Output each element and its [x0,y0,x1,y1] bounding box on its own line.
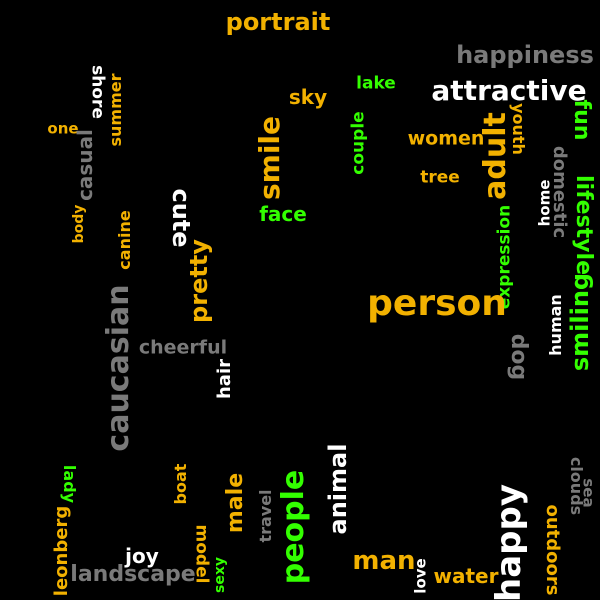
word-love: love [411,558,430,594]
word-outdoors: outdoors [542,504,563,596]
word-smile: smile [253,115,286,201]
word-leonberg: leonberg [51,505,72,597]
word-travel: travel [256,489,275,543]
word-lake: lake [356,73,396,94]
word-joy: joy [125,544,159,568]
word-sky: sky [288,85,328,109]
word-hair: hair [214,358,235,400]
word-male: male [223,472,248,534]
word-dog: dog [506,333,531,381]
word-tree: tree [420,167,460,188]
word-lifestyle: lifestyle [571,175,596,275]
word-casual: casual [73,129,97,201]
word-canine: canine [115,210,134,270]
word-human: human [546,294,565,356]
word-women: women [407,127,485,150]
word-attractive: attractive [431,74,587,107]
word-home: home [535,179,554,227]
word-face: face [259,202,307,226]
word-shore: shore [87,65,108,119]
word-one: one [47,119,79,138]
word-pretty: pretty [185,239,213,323]
word-boat: boat [171,463,190,505]
word-person: person [367,283,507,324]
word-sexy: sexy [212,557,228,593]
word-man: man [352,546,416,576]
word-adult: adult [478,112,513,200]
word-animal: animal [324,443,352,535]
word-couple: couple [348,111,369,175]
word-landscape: landscape [70,562,196,587]
word-sea: sea [579,478,598,508]
word-portrait: portrait [225,8,331,36]
word-cheerful: cheerful [138,336,228,359]
word-summer: summer [106,73,125,147]
word-lady: lady [60,464,79,504]
word-caucasian: caucasian [101,284,136,452]
word-body: body [71,204,87,244]
word-water: water [433,564,499,588]
word-fun: fun [569,99,594,141]
word-happiness: happiness [456,41,594,69]
word-people: people [276,469,311,585]
word-smiling: smiling [566,272,594,372]
